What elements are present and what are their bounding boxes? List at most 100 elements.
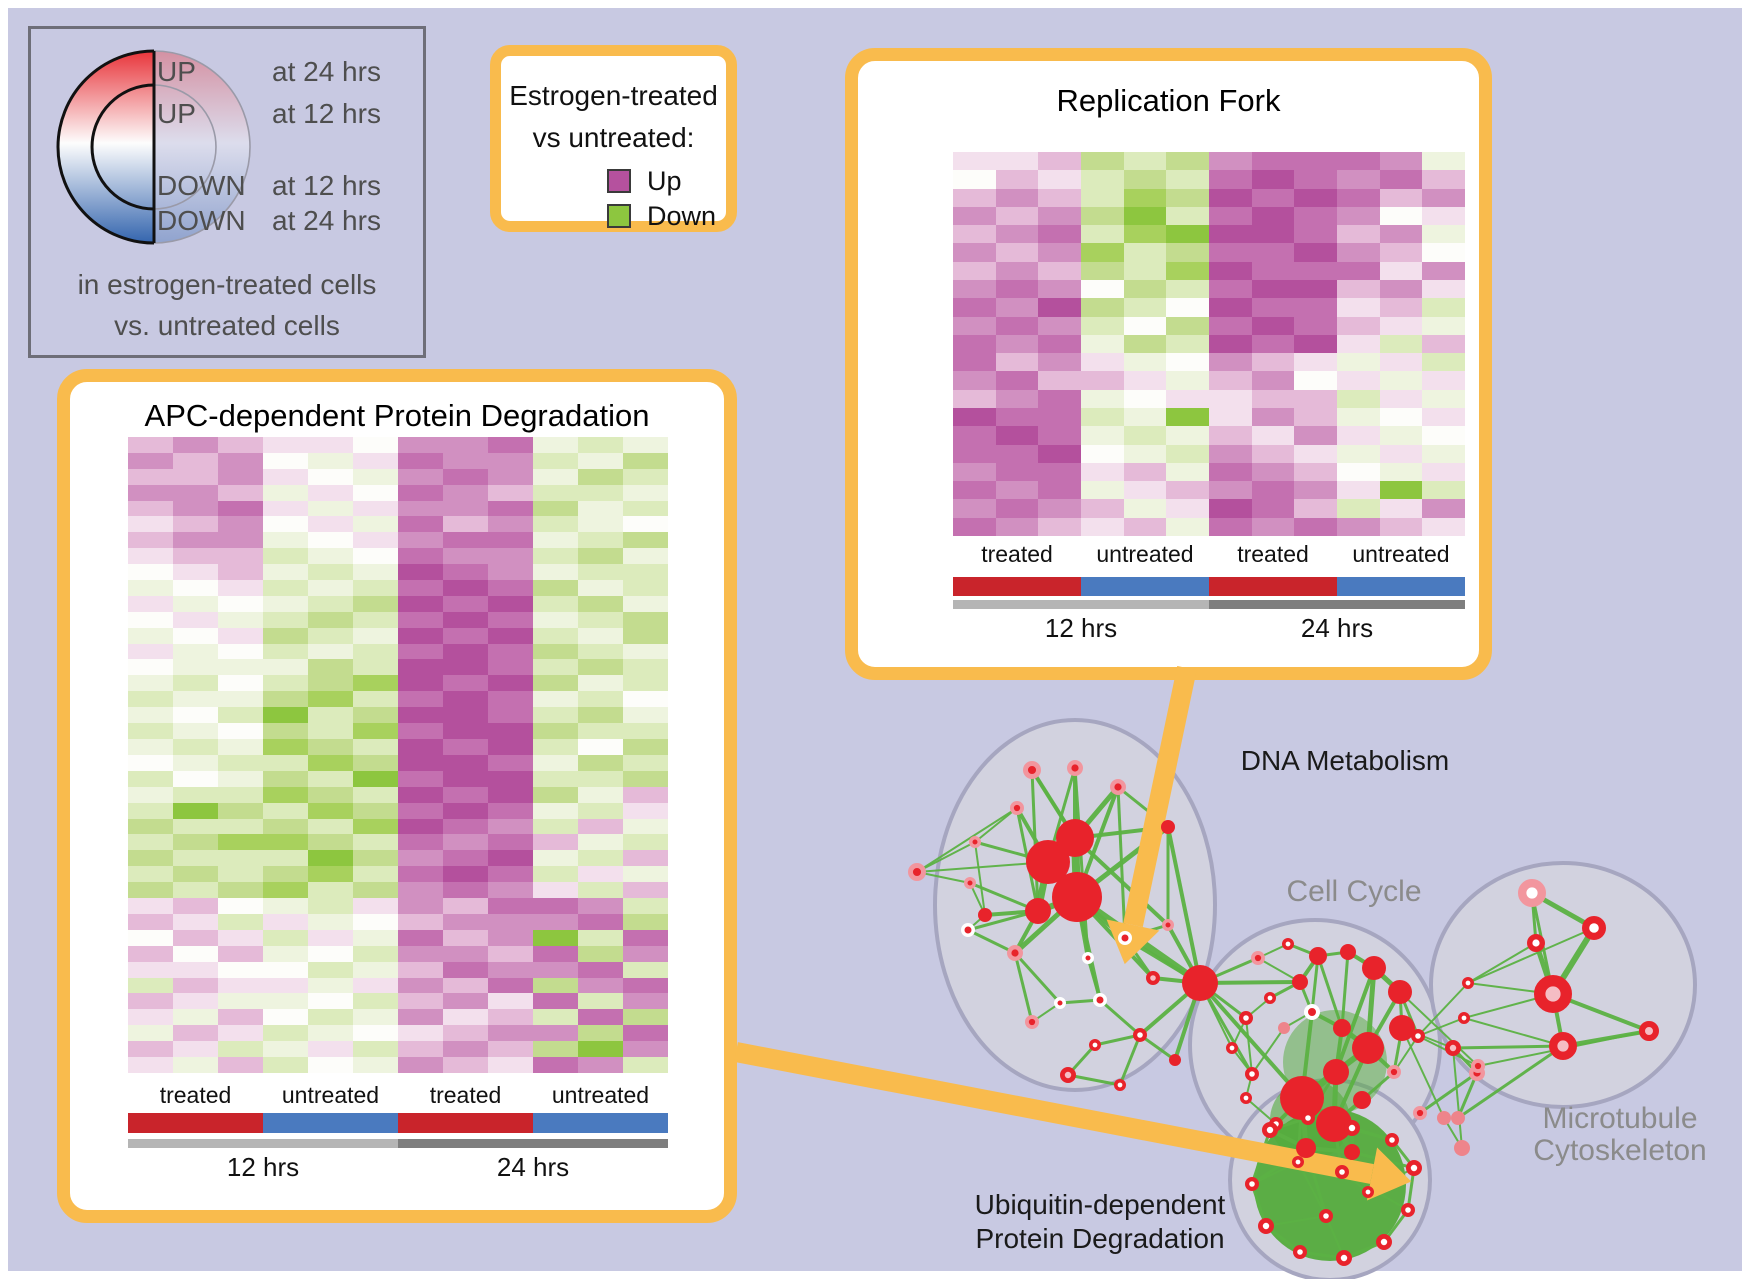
heatmap-cell xyxy=(1166,444,1209,463)
heatmap-cell xyxy=(173,754,218,771)
heatmap-cell xyxy=(1379,243,1423,262)
heatmap-cell xyxy=(578,1057,623,1073)
heatmap-cell xyxy=(1251,481,1295,500)
heatmap-cell xyxy=(1251,353,1295,372)
heatmap-cell xyxy=(398,770,443,787)
heatmap-cell xyxy=(1123,371,1167,390)
heatmap-cell xyxy=(398,707,443,724)
heatmap-cell xyxy=(353,1057,398,1073)
heatmap-cell xyxy=(578,595,623,612)
heatmap-cell xyxy=(1166,334,1209,354)
heatmap-cell xyxy=(623,770,668,787)
heatmap-cell xyxy=(1123,426,1167,445)
heatmap-cell xyxy=(1251,261,1295,280)
heatmap-cell xyxy=(578,452,623,469)
heatmap-cell xyxy=(263,929,308,946)
heatmap-cell xyxy=(1379,517,1423,536)
heatmap-cell xyxy=(218,818,263,835)
heatmap-cell xyxy=(578,659,623,676)
heatmap-cell xyxy=(128,516,173,533)
heatmap-cell xyxy=(308,1025,353,1042)
heatmap-cell xyxy=(398,627,443,644)
heatmap-cell xyxy=(128,786,173,803)
heatmap-cell xyxy=(263,898,308,914)
heatmap-cell xyxy=(1422,481,1465,500)
heatmap-cell xyxy=(578,1009,623,1026)
heatmap-cell xyxy=(1081,152,1124,171)
heatmap-cell xyxy=(533,882,578,899)
heatmap-cell xyxy=(398,802,443,819)
heatmap-cell xyxy=(398,500,443,517)
heatmap-cell xyxy=(533,707,578,724)
heatmap-cell xyxy=(1294,243,1337,262)
heatmap-cell xyxy=(578,643,623,660)
ring-left-half xyxy=(58,51,154,243)
time-label: 24 hrs xyxy=(1300,613,1374,643)
heatmap-cell xyxy=(353,516,398,533)
heatmap-cell xyxy=(173,898,218,914)
rf-condition-bar xyxy=(953,577,1465,596)
heatmap-cell xyxy=(995,389,1039,408)
heatmap-cell xyxy=(128,627,173,644)
heatmap-cell xyxy=(533,532,578,549)
heatmap-cell xyxy=(623,1009,668,1026)
heatmap-cell xyxy=(623,898,668,914)
heatmap-cell xyxy=(995,152,1039,171)
heatmap-cell xyxy=(173,723,218,739)
heatmap-cell xyxy=(995,298,1039,317)
heatmap-cell xyxy=(353,850,398,867)
heatmap-cell xyxy=(218,611,263,628)
heatmap-cell xyxy=(1081,261,1124,280)
heatmap-cell xyxy=(488,532,533,549)
heatmap-cell xyxy=(1294,444,1337,463)
heatmap-cell xyxy=(308,437,353,453)
heatmap-cell xyxy=(1166,225,1209,244)
heatmap-cell xyxy=(398,452,443,469)
heatmap-cell xyxy=(1038,225,1081,244)
heatmap-cell xyxy=(1422,261,1465,280)
heatmap-cell xyxy=(953,170,996,189)
heatmap-cell xyxy=(173,945,218,962)
heatmap-cell xyxy=(1123,298,1167,317)
heatmap-cell xyxy=(1123,316,1167,335)
heatmap-cell xyxy=(623,707,668,724)
heatmap-cell xyxy=(1337,462,1380,482)
heatmap-cell xyxy=(533,945,578,962)
heatmap-cell xyxy=(173,993,218,1010)
replication-fork-title: Replication Fork xyxy=(1056,83,1281,118)
heatmap-cell xyxy=(578,611,623,628)
heatmap-cell xyxy=(1379,298,1423,317)
heatmap-cell xyxy=(1294,298,1337,317)
heatmap-cell xyxy=(263,532,308,549)
updown-ring-diagram xyxy=(56,49,251,245)
heatmap-cell xyxy=(578,500,623,517)
heatmap-cell xyxy=(578,754,623,771)
heatmap-cell xyxy=(443,707,488,724)
heatmap-cell xyxy=(398,754,443,771)
heatmap-cell xyxy=(173,770,218,787)
heatmap-cell xyxy=(443,437,488,453)
heatmap-cell xyxy=(398,468,443,485)
heatmap-cell xyxy=(353,532,398,549)
heatmap-cell xyxy=(1337,389,1380,408)
heatmap-cell xyxy=(128,738,173,755)
heatmap-cell xyxy=(173,627,218,644)
heatmap-cell xyxy=(488,484,533,501)
heatmap-cell xyxy=(578,866,623,883)
heatmap-cell xyxy=(443,580,488,596)
heatmap-cell xyxy=(173,1057,218,1073)
heatmap-cell xyxy=(533,723,578,739)
heatmap-cell xyxy=(533,691,578,708)
heatmap-cell xyxy=(173,437,218,453)
heatmap-cell xyxy=(488,866,533,883)
heatmap-cell xyxy=(128,723,173,739)
updown-legend-box: Estrogen-treated vs untreated: Up Down xyxy=(490,45,737,232)
heatmap-cell xyxy=(1081,389,1124,408)
heatmap-cell xyxy=(953,225,996,244)
heatmap-cell xyxy=(308,627,353,644)
heatmap-cell xyxy=(308,945,353,962)
heatmap-cell xyxy=(953,261,996,280)
heatmap-cell xyxy=(398,1009,443,1026)
heatmap-cell xyxy=(398,1025,443,1042)
